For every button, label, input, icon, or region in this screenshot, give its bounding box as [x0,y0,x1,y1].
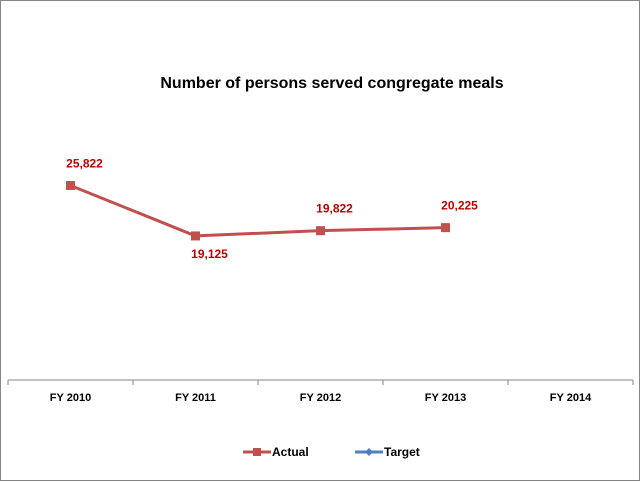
x-tick-label: FY 2011 [175,392,216,404]
legend-marker-square-icon [253,448,261,456]
data-label: 19,125 [191,247,228,261]
plot-area: 25,822 19,125 19,822 20,225 [66,156,478,261]
data-label: 19,822 [316,202,353,216]
x-tick-label: FY 2013 [425,392,466,404]
data-point-marker [316,226,325,236]
legend-item-target: Target [355,445,420,459]
x-tick-label: FY 2010 [50,392,91,404]
data-label: 25,822 [66,156,103,170]
data-label: 20,225 [441,199,478,213]
x-axis: FY 2010 FY 2011 FY 2012 FY 2013 FY 2014 [7,379,634,404]
data-point-marker [441,223,450,233]
series-line-actual [69,184,446,238]
legend-label: Target [384,445,420,459]
chart-title: Number of persons served congregate meal… [160,75,503,92]
legend: Actual Target [243,445,420,459]
legend-marker-diamond-icon [365,448,373,456]
data-point-marker [66,180,75,190]
legend-item-actual: Actual [243,445,309,459]
x-tick-label: FY 2014 [550,392,592,404]
data-point-marker [191,231,200,241]
x-tick-label: FY 2012 [300,392,341,404]
legend-label: Actual [272,445,309,459]
